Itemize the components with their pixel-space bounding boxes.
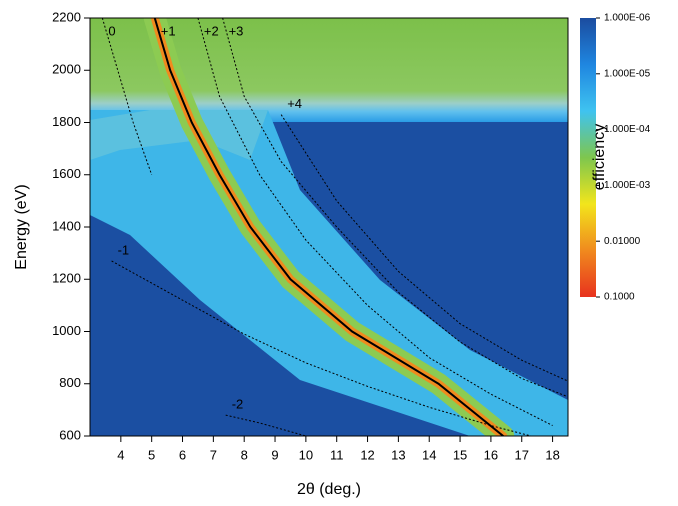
y-tick-label: 1000 [52, 323, 81, 338]
y-tick-label: 1200 [52, 271, 81, 286]
heatmap [90, 18, 568, 436]
curves [101, 18, 568, 436]
curve-label: +3 [229, 23, 244, 38]
curve [280, 114, 568, 382]
curve-label: +1 [161, 23, 176, 38]
diffraction-region [90, 110, 268, 160]
x-tick-label: 15 [453, 447, 467, 462]
curve-label: +2 [204, 23, 219, 38]
x-tick-label: 6 [179, 447, 186, 462]
y-tick-label: 1600 [52, 166, 81, 181]
curve-label: +4 [287, 96, 302, 111]
x-tick-label: 11 [330, 447, 344, 462]
y-tick-label: 2200 [52, 9, 81, 24]
x-tick-label: 5 [148, 447, 155, 462]
x-tick-label: 13 [391, 447, 405, 462]
x-tick-label: 10 [299, 447, 313, 462]
y-axis-label: Energy (eV) [13, 184, 30, 269]
curve [153, 18, 504, 436]
curve [111, 260, 532, 436]
curve-label: -2 [232, 397, 244, 412]
x-tick-label: 8 [241, 447, 248, 462]
colorbar-tick-label: 1.000E-03 [604, 180, 651, 191]
curve-label: 0 [108, 23, 115, 38]
y-tick-label: 800 [59, 375, 81, 390]
colorbar-tick-label: 0.01000 [604, 236, 641, 247]
x-axis-label: 2θ (deg.) [297, 481, 361, 498]
colorbar-tick-label: 1.000E-06 [604, 13, 651, 24]
x-tick-label: 9 [271, 447, 278, 462]
y-tick-label: 2000 [52, 62, 81, 77]
curve [101, 18, 153, 175]
colorbar [580, 18, 596, 297]
curve [222, 18, 568, 398]
colorbar-tick-label: 1.000E-04 [604, 124, 651, 135]
colorbar-tick-label: 1.000E-05 [604, 68, 651, 79]
y-tick-label: 1800 [52, 114, 81, 129]
colorbar-label: efficiency [591, 124, 608, 190]
y-tick-label: 1400 [52, 218, 81, 233]
x-tick-label: 14 [422, 447, 436, 462]
colorbar-tick-label: 0.1000 [604, 292, 635, 303]
y-tick-label: 600 [59, 427, 81, 442]
x-tick-label: 18 [545, 447, 559, 462]
curve-label: -1 [118, 242, 130, 257]
x-tick-label: 4 [117, 447, 124, 462]
x-tick-label: 16 [484, 447, 498, 462]
x-tick-label: 7 [210, 447, 217, 462]
x-tick-label: 12 [360, 447, 374, 462]
x-tick-label: 17 [515, 447, 529, 462]
diffraction-region [90, 110, 568, 436]
